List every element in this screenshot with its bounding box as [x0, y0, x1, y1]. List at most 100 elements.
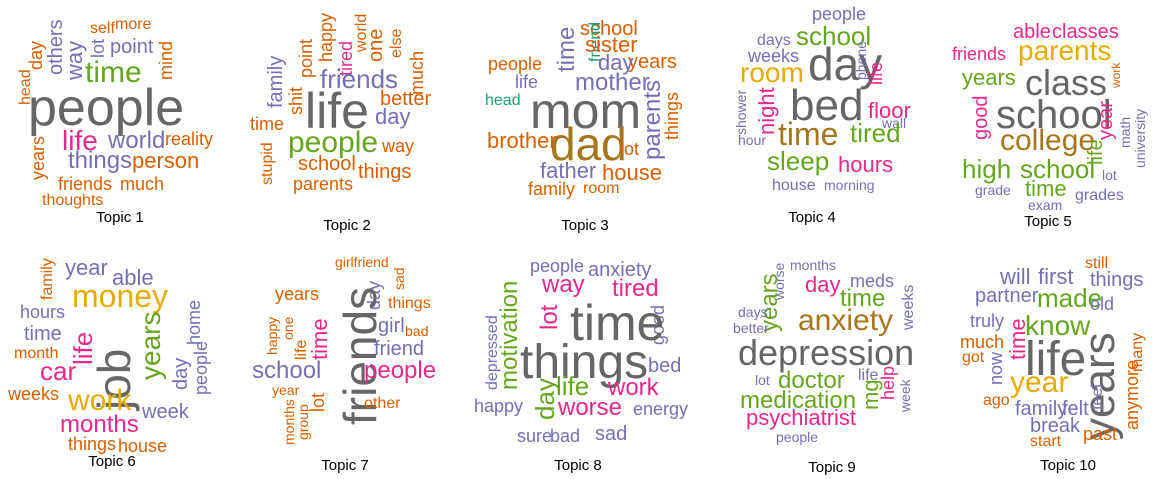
word: month	[14, 345, 58, 362]
word: life	[68, 332, 98, 365]
word: head	[485, 92, 521, 109]
word: got	[962, 349, 985, 366]
word: bed	[790, 81, 863, 130]
word: life	[858, 367, 879, 384]
word: time	[307, 318, 332, 360]
word: year	[1010, 366, 1068, 399]
word: tired	[612, 275, 659, 302]
word: one	[280, 316, 296, 340]
word: days	[738, 304, 768, 320]
word: weeks	[900, 285, 917, 331]
word: exam	[1028, 197, 1062, 213]
word: meds	[850, 271, 894, 291]
word: day	[375, 104, 410, 129]
word: depression	[738, 332, 914, 373]
word: time	[250, 114, 284, 134]
word: time	[840, 285, 885, 312]
word: friends	[58, 174, 112, 194]
topic-label: Topic 5	[1024, 213, 1072, 230]
word: point	[296, 39, 316, 78]
word: bed	[648, 355, 681, 377]
word: motivation	[496, 281, 523, 390]
word: shit	[286, 87, 306, 115]
topic-label: Topic 6	[88, 453, 136, 470]
word: mom	[530, 83, 641, 139]
word: things	[1090, 269, 1143, 291]
word: phone	[853, 41, 869, 80]
word: friend	[587, 22, 604, 62]
word: good	[970, 96, 992, 141]
word: family	[39, 258, 56, 300]
word: family	[528, 179, 575, 199]
topic-label: Topic 8	[554, 457, 602, 474]
word: house	[772, 177, 816, 194]
word: more	[115, 16, 152, 33]
word: now	[986, 351, 1006, 385]
word: class	[1025, 62, 1107, 103]
word: day	[808, 38, 882, 90]
word: life	[293, 339, 310, 360]
word: job	[88, 349, 140, 412]
word: friends	[334, 287, 386, 425]
word: bad	[550, 426, 580, 446]
word: girl	[378, 315, 405, 337]
word: depressed	[484, 315, 501, 390]
word: much	[120, 174, 164, 194]
word: car	[40, 356, 76, 386]
word: self	[90, 20, 115, 37]
word: people	[488, 54, 542, 74]
word: people	[364, 357, 436, 384]
word: life	[1085, 139, 1107, 165]
word: work	[67, 384, 132, 417]
word: life	[305, 83, 369, 139]
word: high	[962, 154, 1011, 184]
word: point	[110, 36, 154, 58]
word: wall	[881, 115, 906, 131]
word: week	[897, 378, 913, 413]
word: house	[602, 160, 662, 185]
word: lot	[536, 304, 563, 330]
word: months	[60, 411, 139, 438]
word: home	[184, 300, 204, 345]
word: day	[530, 378, 560, 420]
word: world	[107, 127, 165, 154]
word: felt	[1062, 398, 1089, 420]
word: school	[580, 18, 638, 40]
word: past	[1083, 424, 1117, 444]
word: time	[778, 116, 838, 152]
word: house	[118, 436, 167, 456]
word: others	[45, 19, 67, 75]
word: way	[381, 136, 414, 156]
word: shower	[733, 90, 749, 135]
word: morning	[824, 177, 875, 193]
word: lot	[88, 39, 108, 58]
word: doctor	[778, 367, 845, 394]
word: time	[1025, 176, 1067, 201]
word: way	[541, 271, 585, 298]
topic-label: Topic 7	[321, 457, 369, 474]
word: year	[1095, 101, 1117, 140]
word: sure	[517, 426, 552, 446]
word: university	[1132, 109, 1148, 168]
word: worse	[771, 262, 787, 301]
word: much	[407, 51, 427, 95]
word: time	[570, 295, 664, 351]
word: lot	[308, 393, 328, 412]
word: made	[1037, 283, 1102, 313]
word: work	[1109, 62, 1123, 89]
word: things	[358, 161, 411, 183]
word: sleep	[767, 146, 829, 176]
word: worse	[557, 394, 622, 421]
word: one	[365, 29, 387, 62]
word: friends	[320, 64, 398, 94]
word: hour	[738, 132, 766, 148]
word: years	[756, 273, 783, 332]
word: life	[556, 371, 589, 401]
word: truly	[970, 311, 1004, 331]
word: hours	[20, 302, 65, 322]
word: time	[24, 323, 62, 345]
word: reality	[165, 129, 213, 149]
word: parents	[1018, 35, 1111, 66]
word: energy	[633, 399, 688, 419]
